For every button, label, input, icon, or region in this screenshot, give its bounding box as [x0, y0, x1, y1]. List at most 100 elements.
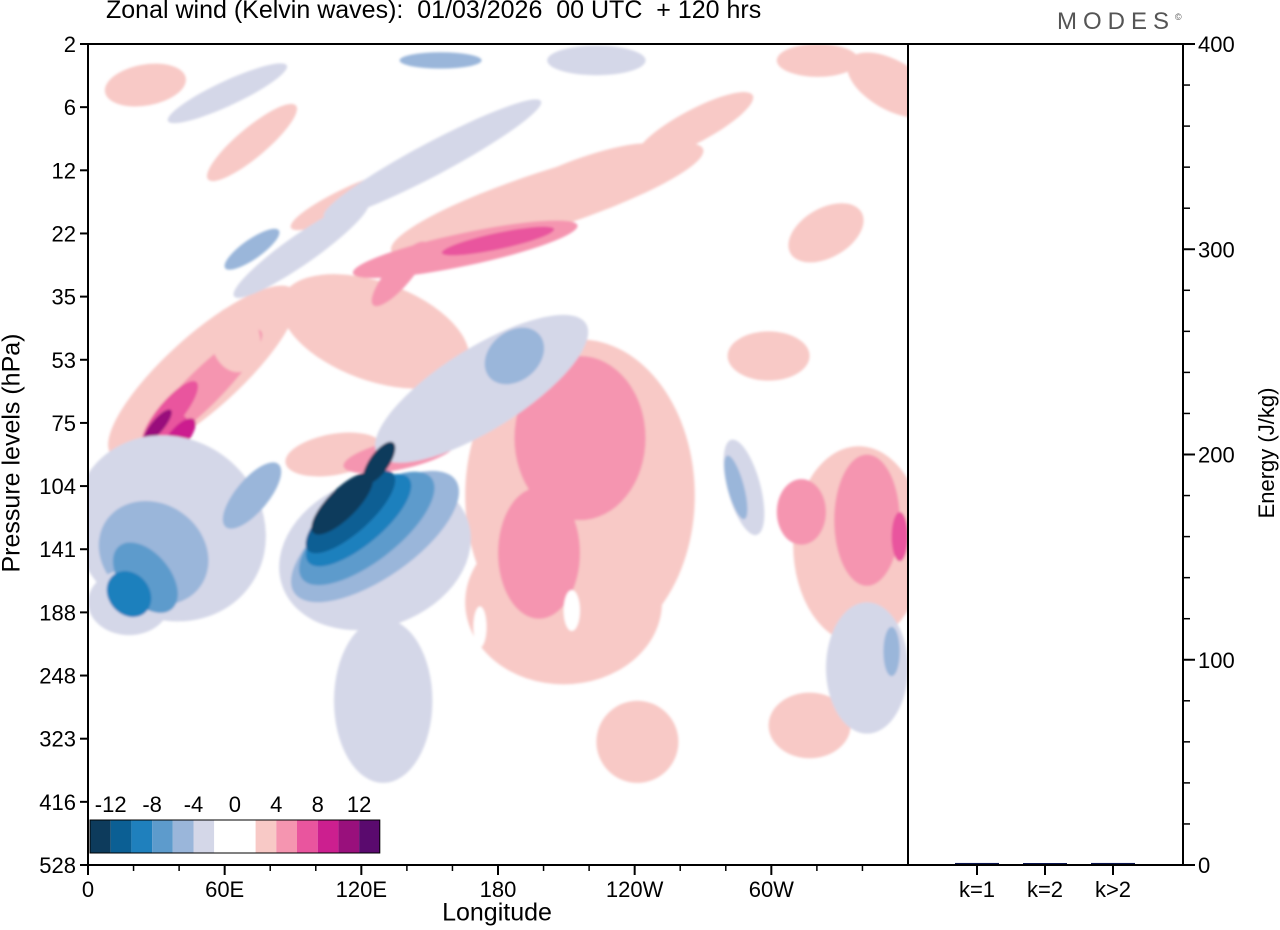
y-tick-label: 35 [52, 285, 76, 310]
colorbar-label: 12 [347, 792, 371, 817]
y-tick-label: 248 [39, 664, 76, 689]
contour-patch [502, 143, 658, 208]
colorbar-frame [89, 819, 381, 854]
colorbar-label: -4 [184, 792, 204, 817]
colorbar-swatch [214, 820, 235, 853]
y-tick-label: 2 [64, 32, 76, 57]
contour-patch [167, 63, 288, 124]
contour-patch [847, 52, 908, 118]
energy-bar [1091, 862, 1135, 865]
colorbar-swatch [110, 820, 132, 853]
contour-patch [104, 63, 186, 107]
y-tick-label: 141 [39, 537, 76, 562]
longitude-axis: 0 60E 120E 180 120W 60W [82, 865, 864, 902]
contour-patch [727, 331, 810, 381]
energy-axis-label: Energy (J/kg) [1254, 387, 1279, 519]
colorbar-swatch [152, 820, 173, 853]
colorbar-label: 8 [312, 792, 324, 817]
colorbar-swatch [276, 820, 297, 853]
colorbar-swatch [338, 820, 360, 853]
colorbar: -12 -8 -4 0 4 8 12 [89, 792, 381, 854]
energy-tick-label: 300 [1198, 237, 1235, 262]
energy-bar [955, 862, 999, 865]
y-tick-label: 12 [52, 158, 76, 183]
contour-patch [106, 571, 152, 618]
x-tick-label: 120E [336, 877, 387, 902]
contour-patch [323, 99, 542, 219]
contour-patch [233, 200, 369, 298]
colorbar-swatch [90, 820, 111, 853]
energy-bar-panel: 0 100 200 300 400 k=1 k=2 k>2 [955, 32, 1235, 902]
contour-patch [776, 44, 859, 77]
contour-patch [143, 409, 172, 443]
energy-category-label: k>2 [1095, 877, 1131, 902]
contour-patch [207, 103, 297, 182]
contour-patch [834, 454, 900, 586]
zonal-wind-field [88, 44, 908, 783]
y-tick-label: 188 [39, 600, 76, 625]
contour-patch [362, 441, 396, 484]
contour-patch [768, 692, 851, 759]
contour-patch [210, 306, 261, 373]
contour-patch [724, 455, 748, 520]
colorbar-swatch [234, 820, 256, 853]
x-tick-label: 0 [82, 877, 94, 902]
colorbar-swatch [297, 820, 318, 853]
colorbar-swatch [172, 820, 194, 853]
contour-patch [224, 228, 280, 270]
energy-tick-label: 400 [1198, 32, 1235, 57]
contour-gap [473, 606, 487, 648]
colorbar-label: 4 [270, 792, 282, 817]
y-tick-label: 323 [39, 727, 76, 752]
energy-tick-label: 200 [1198, 443, 1235, 468]
contour-patch [514, 355, 646, 521]
x-axis-label: Longitude [442, 898, 552, 927]
x-tick-label: 60E [205, 877, 244, 902]
energy-category-label: k=1 [959, 877, 995, 902]
colorbar-swatch [131, 820, 153, 853]
pressure-axis: 2 6 12 22 35 53 75 104 141 188 248 323 416 528 [39, 32, 88, 878]
contour-patch [334, 618, 433, 783]
field-patches [88, 44, 908, 783]
energy-tick-label: 100 [1198, 648, 1235, 673]
contour-patch [311, 472, 374, 535]
x-tick-label: 60W [749, 877, 794, 902]
colorbar-swatch [193, 820, 215, 853]
energy-plot-frame [907, 43, 1184, 866]
colorbar-label: -12 [95, 792, 127, 817]
contour-gap [563, 589, 580, 632]
colorbar-label: 0 [229, 792, 241, 817]
colorbar-swatch [255, 820, 277, 853]
y-axis-label: Pressure levels (hPa) [0, 333, 26, 573]
colorbar-label: -8 [142, 792, 162, 817]
contour-patch [441, 226, 555, 256]
energy-tick-label: 0 [1198, 853, 1210, 878]
contour-patch [883, 626, 900, 677]
y-tick-label: 104 [39, 474, 76, 499]
contour-patch [596, 700, 679, 783]
energy-category-label: k=2 [1027, 877, 1063, 902]
modes-logo: MODES© [1057, 8, 1182, 35]
x-tick-label: 120W [606, 877, 664, 902]
y-tick-label: 416 [39, 790, 76, 815]
contour-patch [498, 487, 580, 619]
contour-patch [399, 52, 482, 69]
contour-patch [788, 203, 864, 263]
colorbar-swatch [317, 820, 339, 853]
y-tick-label: 75 [52, 411, 76, 436]
contour-patch [776, 479, 827, 545]
contour-patch [636, 92, 754, 161]
contour-patch [547, 45, 646, 76]
contour-patch [891, 511, 908, 562]
y-tick-label: 53 [52, 348, 76, 373]
colorbar-swatch [359, 820, 380, 853]
contour-patch [222, 462, 282, 529]
contour-patch [371, 241, 428, 307]
contour-patch [484, 327, 545, 385]
y-tick-label: 22 [52, 221, 76, 246]
contour-patch [280, 274, 470, 389]
x-tick-label: 180 [480, 877, 517, 902]
y-tick-label: 6 [64, 95, 76, 120]
y-tick-label: 528 [39, 853, 76, 878]
